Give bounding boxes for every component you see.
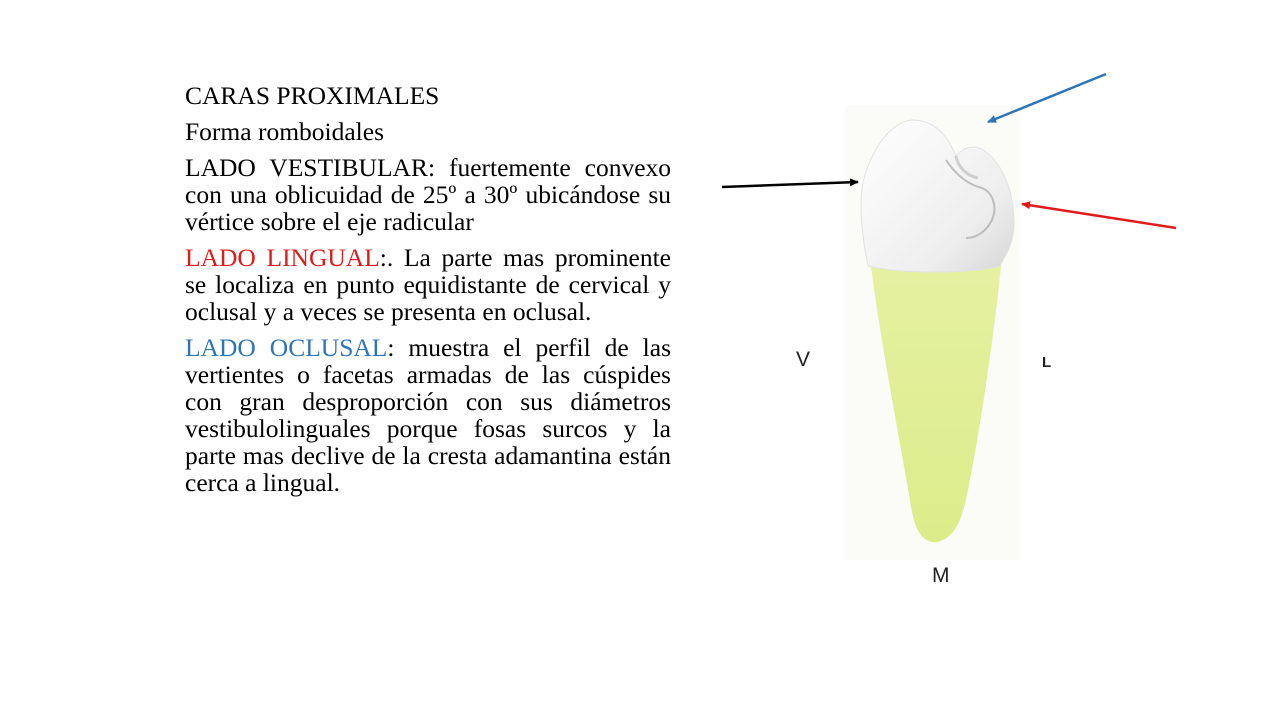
label-mesial: M [932, 564, 950, 587]
vestibular-text: : fuertemente convexo con una oblicuidad… [185, 153, 672, 236]
oclusal-label: LADO OCLUSAL [185, 333, 388, 362]
crown-fossa [954, 155, 979, 180]
label-lingual: L [1042, 354, 1052, 371]
lingual-label: LADO LINGUAL [185, 243, 380, 272]
tooth-figure: V L M [700, 60, 1220, 620]
arrow-blue [987, 72, 1107, 124]
description-text-block: CARAS PROXIMALES Forma romboidales LADO … [185, 82, 671, 505]
tooth-illustration [721, 72, 1177, 560]
crown-shading [945, 159, 996, 239]
paragraph-oclusal: LADO OCLUSAL: muestra el perfil de las v… [185, 334, 671, 496]
lingual-text: :. La parte mas prominente se localiza e… [185, 243, 671, 326]
tooth-root [870, 253, 1002, 543]
subheading: Forma romboidales [185, 118, 671, 145]
arrow-black [721, 178, 859, 189]
tooth-crown [860, 119, 1015, 273]
subheading-text: Forma romboidales [185, 117, 385, 146]
vestibular-label: LADO VESTIBULAR [185, 153, 428, 182]
heading-text: CARAS PROXIMALES [185, 81, 440, 110]
arrow-red [1021, 201, 1177, 230]
oclusal-text: : muestra el perfil de las vertientes o … [185, 333, 671, 497]
label-vestibular: V [796, 348, 811, 371]
heading: CARAS PROXIMALES [185, 82, 671, 109]
paragraph-lingual: LADO LINGUAL:. La parte mas prominente s… [185, 244, 671, 325]
paragraph-vestibular: LADO VESTIBULAR: fuertemente convexo con… [185, 154, 671, 235]
